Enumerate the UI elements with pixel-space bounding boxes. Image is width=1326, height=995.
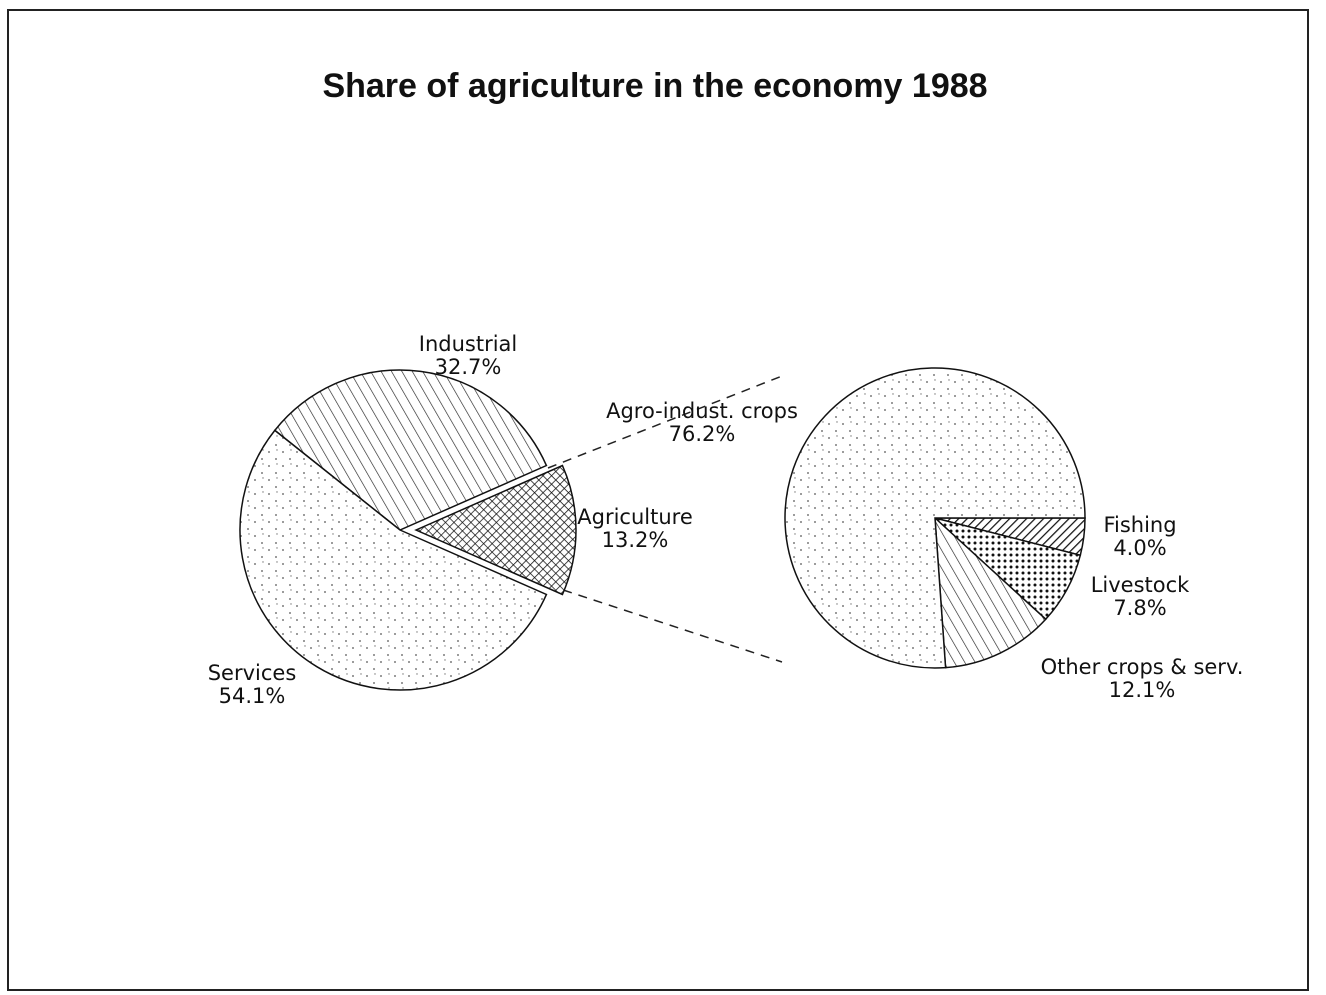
value-label: 32.7% xyxy=(435,355,502,379)
value-label: 76.2% xyxy=(669,422,736,446)
slice-label: Other crops & serv. xyxy=(1041,655,1244,679)
frame xyxy=(7,9,1309,991)
slice-label: Agriculture xyxy=(577,505,693,529)
pie-slice xyxy=(273,369,548,531)
value-label: 12.1% xyxy=(1109,678,1176,702)
value-label: 4.0% xyxy=(1113,536,1166,560)
pie-slice xyxy=(239,429,548,691)
pie-slice xyxy=(414,464,577,596)
slice-label: Livestock xyxy=(1091,573,1190,597)
chart-title: Share of agriculture in the economy 1988 xyxy=(322,67,987,105)
connector xyxy=(547,584,783,663)
value-label: 7.8% xyxy=(1113,596,1166,620)
slice-label: Fishing xyxy=(1103,513,1176,537)
pie-slice xyxy=(934,516,1047,669)
value-label: 54.1% xyxy=(219,684,286,708)
slice-label: Industrial xyxy=(419,332,518,356)
pie-slice xyxy=(784,367,1086,669)
connector xyxy=(547,375,783,469)
slice-label: Agro-indust. crops xyxy=(606,399,798,423)
value-label: 13.2% xyxy=(602,528,669,552)
slice-label: Services xyxy=(208,661,297,685)
